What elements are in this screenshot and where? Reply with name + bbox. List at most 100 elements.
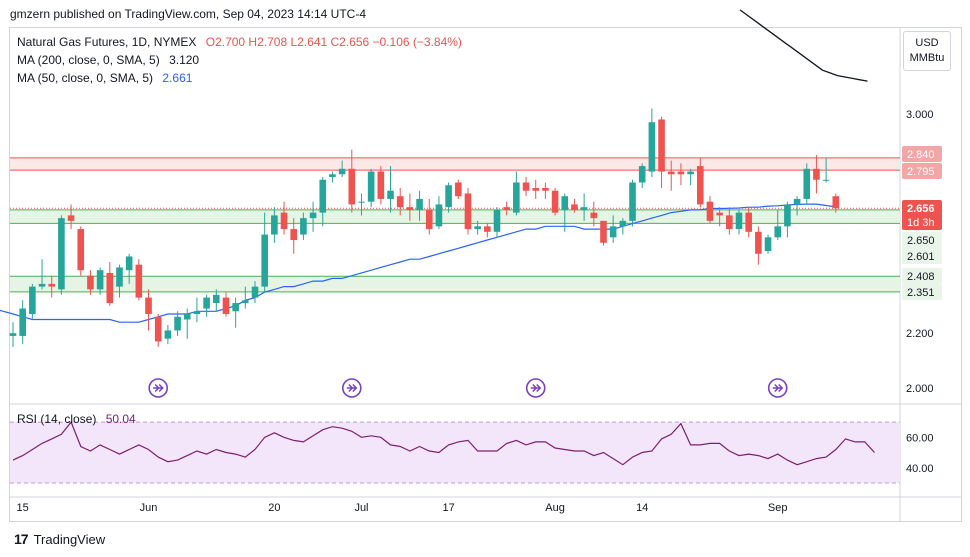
candle-2023-06-06 [174, 316, 181, 331]
zone-resistance-0 [10, 157, 900, 171]
candle-2023-05-29 [116, 267, 123, 287]
candle-2023-08-23 [706, 201, 714, 221]
time-tick-Jul: Jul [354, 502, 368, 514]
candle-2023-09-01 [774, 226, 782, 238]
candle-2023-09-11 [832, 196, 840, 209]
rsi-legend[interactable]: RSI (14, close) 50.04 [17, 410, 136, 428]
currency-unit-button[interactable]: USD MMBtu [903, 31, 951, 71]
candle-2023-07-17 [445, 185, 452, 208]
price-tick-2.000: 2.000 [906, 383, 934, 395]
candle-2023-06-13 [222, 297, 230, 315]
ma200-legend[interactable]: MA (200, close, 0, SMA, 5) 3.120 [17, 51, 199, 69]
candle-2023-06-28 [329, 174, 336, 178]
price-label-last-2: 2.656 [907, 203, 935, 215]
candle-2023-07-18 [454, 182, 462, 197]
candle-2023-07-11 [406, 207, 414, 210]
unit-label: MMBtu [909, 52, 945, 64]
dividend-event-icon-3[interactable] [767, 378, 788, 398]
candle-2023-07-31 [542, 187, 549, 191]
ma50-line [0, 203, 836, 323]
candle-2023-08-21 [687, 171, 694, 175]
candle-2023-05-25 [96, 270, 104, 290]
tradingview-logo-icon: 17 [14, 531, 29, 547]
ma200-value: 3.120 [169, 53, 200, 67]
candle-2023-07-25 [503, 207, 510, 210]
candle-2023-06-02 [154, 316, 162, 342]
ma200-label: MA (200, close, 0, SMA, 5) [17, 53, 160, 67]
dividend-event-icon-1[interactable] [341, 378, 362, 398]
candle-2023-05-26 [106, 272, 114, 304]
event-arrow-3 [772, 383, 784, 393]
candle-2023-07-19 [464, 193, 472, 230]
candle-2023-06-21 [280, 212, 288, 230]
candle-2023-07-03 [358, 201, 365, 203]
candle-2023-06-30 [348, 168, 356, 205]
chart-frame [9, 27, 962, 522]
candle-2023-08-15 [648, 122, 656, 172]
ma50-legend[interactable]: MA (50, close, 0, SMA, 5) 2.661 [17, 69, 192, 87]
candle-2023-06-08 [193, 311, 201, 315]
tradingview-brand: TradingView [33, 531, 106, 547]
candle-2023-06-29 [338, 168, 346, 175]
candle-2023-06-23 [300, 218, 307, 235]
price-label-resistance-0: 2.840 [907, 149, 935, 161]
publish-header: gmzern published on TradingView.com, Sep… [10, 7, 366, 21]
rsi-tick-60.00: 60.00 [906, 432, 934, 444]
rsi-tick-40.00: 40.00 [906, 463, 934, 475]
ma50-value: 2.661 [162, 71, 193, 85]
zone-support-2 [10, 276, 900, 292]
price-label-support-4: 2.650 [907, 235, 935, 247]
candle-2023-05-12 [9, 333, 17, 336]
candle-2023-08-02 [561, 196, 569, 210]
candle-2023-08-22 [696, 166, 704, 205]
candle-2023-08-09 [609, 226, 617, 238]
dividend-event-icon-0[interactable] [148, 378, 168, 398]
candle-2023-08-04 [580, 207, 588, 210]
candle-2023-07-27 [522, 182, 530, 191]
time-tick-Aug: Aug [545, 502, 565, 514]
time-tick-20: 20 [268, 502, 280, 514]
candle-2023-06-01 [145, 297, 152, 315]
candle-2023-06-14 [232, 303, 239, 312]
time-tick-17: 17 [442, 502, 454, 514]
currency-label: USD [915, 37, 939, 49]
candle-2023-06-16 [251, 286, 259, 298]
candle-2023-08-14 [638, 166, 646, 183]
tradingview-footer[interactable]: 17 TradingView [14, 531, 105, 547]
time-tick-Sep: Sep [768, 502, 788, 514]
candle-2023-05-15 [19, 308, 26, 336]
candle-2023-05-24 [87, 275, 94, 290]
time-tick-Jun: Jun [140, 502, 158, 514]
price-label-bg-0 [902, 146, 942, 162]
price-tick-2.200: 2.200 [906, 328, 934, 340]
candle-2023-07-10 [396, 196, 404, 208]
candle-2023-09-05 [793, 198, 801, 205]
candle-2023-06-15 [242, 300, 249, 304]
candle-2023-06-12 [212, 294, 220, 304]
candle-2023-08-07 [590, 212, 598, 219]
candle-2023-08-30 [755, 231, 762, 254]
candle-2023-07-21 [484, 226, 491, 232]
symbol-name[interactable]: Natural Gas Futures, 1D, NYMEX [17, 35, 197, 49]
candle-2023-07-06 [377, 171, 385, 199]
candle-2023-07-12 [416, 198, 423, 210]
price-label-bg-7 [902, 284, 942, 300]
candle-2023-08-10 [619, 220, 627, 227]
dividend-event-icon-2[interactable] [525, 378, 546, 398]
candle-2023-09-06 [803, 168, 811, 199]
candle-2023-05-16 [29, 286, 36, 315]
event-arrow-1 [346, 383, 358, 393]
candle-2023-05-23 [77, 229, 85, 271]
ma50-label: MA (50, close, 0, SMA, 5) [17, 71, 154, 85]
candle-2023-08-28 [735, 212, 743, 230]
price-label-support-7: 2.351 [907, 287, 935, 299]
candle-2023-07-07 [387, 190, 394, 199]
candle-2023-09-08 [822, 179, 830, 181]
symbol-legend: Natural Gas Futures, 1D, NYMEX O2.700 H2… [17, 33, 462, 51]
candle-2023-07-20 [474, 226, 481, 230]
candle-2023-08-18 [677, 171, 685, 175]
candle-2023-08-29 [745, 212, 752, 232]
time-tick-15: 15 [17, 502, 29, 514]
price-label-support-5: 2.601 [907, 251, 935, 263]
